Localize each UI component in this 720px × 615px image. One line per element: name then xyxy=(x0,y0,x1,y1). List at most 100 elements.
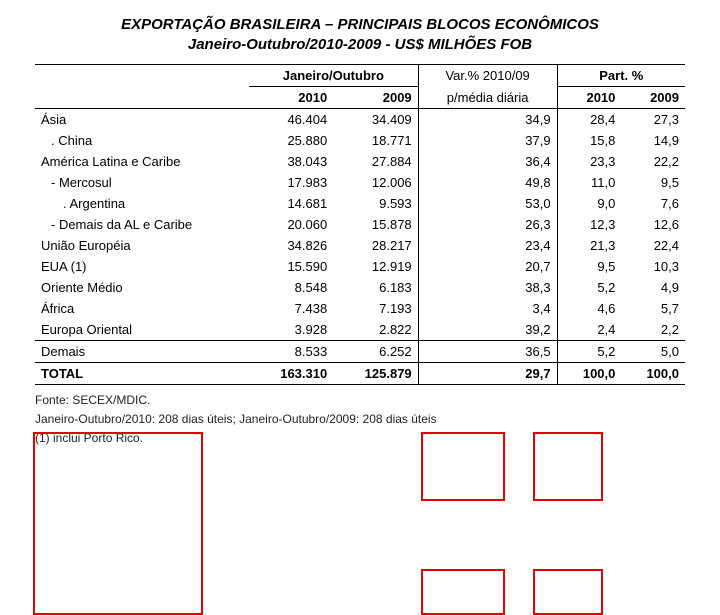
cell-v2010: 20.060 xyxy=(249,214,333,235)
footnote-usa: (1) inclui Porto Rico. xyxy=(35,429,685,448)
cell-p2009: 12,6 xyxy=(621,214,685,235)
table-row: - Mercosul17.98312.00649,811,09,5 xyxy=(35,172,685,193)
cell-var: 53,0 xyxy=(418,193,557,214)
cell-var: 49,8 xyxy=(418,172,557,193)
title-line2: Janeiro-Outubro/2010-2009 - US$ MILHÕES … xyxy=(188,36,532,53)
cell-p2009: 27,3 xyxy=(621,109,685,131)
highlight-part-2 xyxy=(533,569,603,615)
cell-p2009: 22,4 xyxy=(621,235,685,256)
cell-v2010: 7.438 xyxy=(249,298,333,319)
cell-var: 26,3 xyxy=(418,214,557,235)
page-title: EXPORTAÇÃO BRASILEIRA – PRINCIPAIS BLOCO… xyxy=(35,15,685,54)
cell-v2010: 163.310 xyxy=(249,363,333,385)
cell-v2010: 14.681 xyxy=(249,193,333,214)
cell-label: África xyxy=(35,298,249,319)
table-body: Ásia46.40434.40934,928,427,3. China25.88… xyxy=(35,109,685,385)
cell-v2010: 38.043 xyxy=(249,151,333,172)
header-2010-a: 2010 xyxy=(249,87,333,109)
footnote-source: Fonte: SECEX/MDIC. xyxy=(35,391,685,410)
cell-p2010: 11,0 xyxy=(557,172,621,193)
cell-p2009: 5,7 xyxy=(621,298,685,319)
cell-v2010: 3.928 xyxy=(249,319,333,341)
cell-v2009: 125.879 xyxy=(333,363,418,385)
cell-p2010: 4,6 xyxy=(557,298,621,319)
cell-v2010: 15.590 xyxy=(249,256,333,277)
cell-p2010: 9,0 xyxy=(557,193,621,214)
cell-v2010: 8.533 xyxy=(249,341,333,363)
table-row: Ásia46.40434.40934,928,427,3 xyxy=(35,109,685,131)
cell-label: Demais xyxy=(35,341,249,363)
cell-label: EUA (1) xyxy=(35,256,249,277)
cell-p2009: 4,9 xyxy=(621,277,685,298)
table-row: TOTAL163.310125.87929,7100,0100,0 xyxy=(35,363,685,385)
highlight-labels xyxy=(33,432,203,615)
cell-p2009: 14,9 xyxy=(621,130,685,151)
cell-v2010: 46.404 xyxy=(249,109,333,131)
cell-p2010: 5,2 xyxy=(557,341,621,363)
cell-p2010: 21,3 xyxy=(557,235,621,256)
header-var-b: p/média diária xyxy=(418,87,557,109)
cell-label: - Demais da AL e Caribe xyxy=(35,214,249,235)
cell-p2010: 100,0 xyxy=(557,363,621,385)
table-row: América Latina e Caribe38.04327.88436,42… xyxy=(35,151,685,172)
cell-var: 37,9 xyxy=(418,130,557,151)
cell-var: 34,9 xyxy=(418,109,557,131)
cell-v2009: 12.919 xyxy=(333,256,418,277)
header-group-part: Part. % xyxy=(557,65,685,87)
cell-p2009: 7,6 xyxy=(621,193,685,214)
cell-p2009: 2,2 xyxy=(621,319,685,341)
cell-v2009: 6.252 xyxy=(333,341,418,363)
table-row: Oriente Médio8.5486.18338,35,24,9 xyxy=(35,277,685,298)
table-row: . Argentina14.6819.59353,09,07,6 xyxy=(35,193,685,214)
cell-var: 38,3 xyxy=(418,277,557,298)
cell-v2009: 34.409 xyxy=(333,109,418,131)
table-row: EUA (1)15.59012.91920,79,510,3 xyxy=(35,256,685,277)
table-row: - Demais da AL e Caribe20.06015.87826,31… xyxy=(35,214,685,235)
header-2009-a: 2009 xyxy=(333,87,418,109)
header-var-a: Var.% 2010/09 xyxy=(418,65,557,87)
cell-v2010: 8.548 xyxy=(249,277,333,298)
cell-p2010: 5,2 xyxy=(557,277,621,298)
table-row: Demais8.5336.25236,55,25,0 xyxy=(35,341,685,363)
cell-v2009: 27.884 xyxy=(333,151,418,172)
cell-p2009: 5,0 xyxy=(621,341,685,363)
header-2010-b: 2010 xyxy=(557,87,621,109)
cell-p2009: 10,3 xyxy=(621,256,685,277)
cell-var: 36,4 xyxy=(418,151,557,172)
table-wrap: Janeiro/Outubro Var.% 2010/09 Part. % 20… xyxy=(35,64,685,385)
cell-var: 36,5 xyxy=(418,341,557,363)
table-row: Europa Oriental3.9282.82239,22,42,2 xyxy=(35,319,685,341)
cell-v2009: 7.193 xyxy=(333,298,418,319)
title-line1: EXPORTAÇÃO BRASILEIRA – PRINCIPAIS BLOCO… xyxy=(121,16,599,33)
cell-v2009: 18.771 xyxy=(333,130,418,151)
cell-p2010: 15,8 xyxy=(557,130,621,151)
cell-v2010: 25.880 xyxy=(249,130,333,151)
cell-label: Ásia xyxy=(35,109,249,131)
cell-label: Oriente Médio xyxy=(35,277,249,298)
cell-var: 3,4 xyxy=(418,298,557,319)
cell-var: 20,7 xyxy=(418,256,557,277)
cell-v2009: 9.593 xyxy=(333,193,418,214)
cell-label: - Mercosul xyxy=(35,172,249,193)
header-2009-b: 2009 xyxy=(621,87,685,109)
header-group-period: Janeiro/Outubro xyxy=(249,65,418,87)
export-table: Janeiro/Outubro Var.% 2010/09 Part. % 20… xyxy=(35,64,685,385)
cell-p2010: 23,3 xyxy=(557,151,621,172)
table-row: África7.4387.1933,44,65,7 xyxy=(35,298,685,319)
cell-p2010: 9,5 xyxy=(557,256,621,277)
cell-var: 23,4 xyxy=(418,235,557,256)
cell-label: União Européia xyxy=(35,235,249,256)
cell-v2009: 2.822 xyxy=(333,319,418,341)
cell-v2009: 15.878 xyxy=(333,214,418,235)
cell-v2009: 28.217 xyxy=(333,235,418,256)
footnotes: Fonte: SECEX/MDIC. Janeiro-Outubro/2010:… xyxy=(35,391,685,449)
cell-p2009: 22,2 xyxy=(621,151,685,172)
cell-var: 29,7 xyxy=(418,363,557,385)
cell-label: . China xyxy=(35,130,249,151)
cell-p2010: 12,3 xyxy=(557,214,621,235)
cell-p2009: 100,0 xyxy=(621,363,685,385)
cell-p2010: 2,4 xyxy=(557,319,621,341)
cell-label: Europa Oriental xyxy=(35,319,249,341)
cell-v2009: 6.183 xyxy=(333,277,418,298)
cell-var: 39,2 xyxy=(418,319,557,341)
